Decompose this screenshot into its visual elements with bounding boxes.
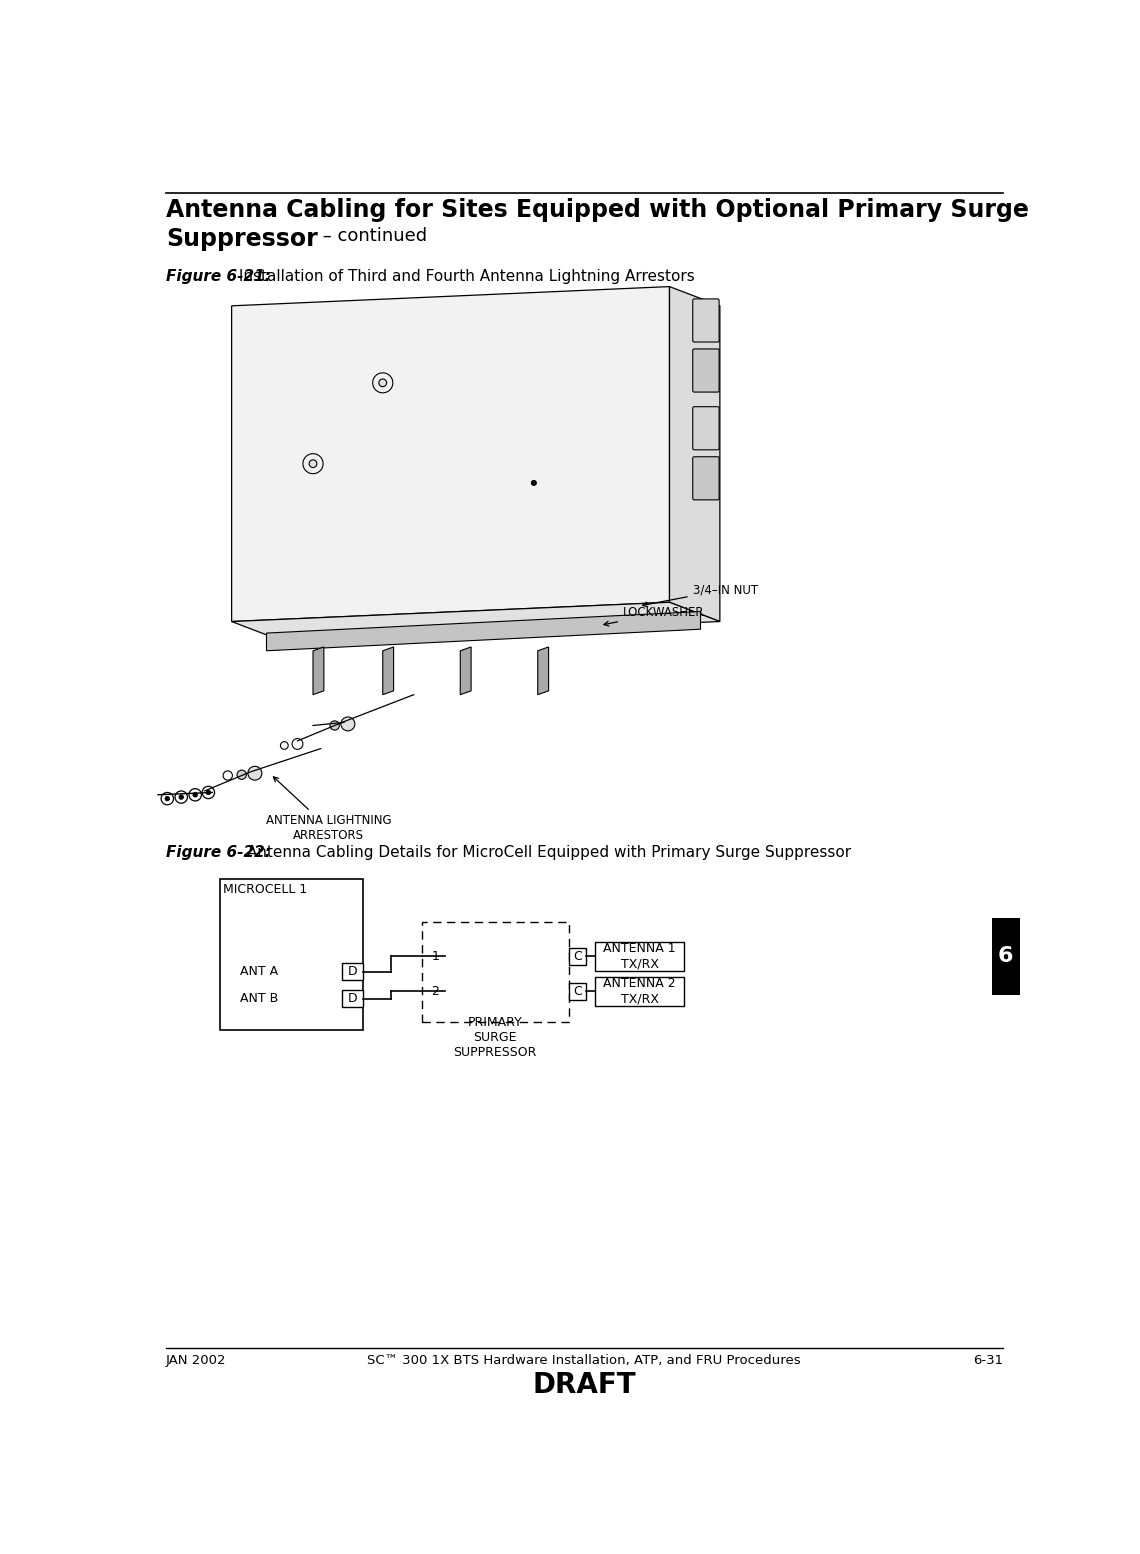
Circle shape	[280, 741, 288, 749]
Text: JAN 2002: JAN 2002	[165, 1354, 226, 1368]
Text: 6-31: 6-31	[972, 1354, 1003, 1368]
Circle shape	[179, 794, 184, 799]
Polygon shape	[231, 603, 719, 640]
Text: Suppressor: Suppressor	[165, 227, 318, 250]
Text: D: D	[348, 965, 357, 979]
Bar	[342, 990, 364, 1007]
Circle shape	[309, 460, 317, 468]
Text: 3/4–IN NUT: 3/4–IN NUT	[643, 583, 758, 606]
Bar	[595, 942, 684, 971]
Bar	[422, 922, 569, 1023]
Bar	[595, 976, 684, 1005]
Text: Figure 6-21:: Figure 6-21:	[165, 269, 270, 284]
Text: Antenna Cabling for Sites Equipped with Optional Primary Surge: Antenna Cabling for Sites Equipped with …	[165, 197, 1028, 222]
Bar	[342, 963, 364, 981]
Circle shape	[531, 480, 536, 485]
Bar	[569, 982, 586, 999]
Polygon shape	[267, 612, 700, 651]
Text: 6: 6	[999, 946, 1013, 967]
Text: C: C	[573, 985, 581, 998]
Text: SC™ 300 1X BTS Hardware Installation, ATP, and FRU Procedures: SC™ 300 1X BTS Hardware Installation, AT…	[367, 1354, 801, 1368]
Circle shape	[331, 721, 340, 730]
Polygon shape	[669, 286, 719, 622]
Bar	[569, 948, 586, 965]
Text: LOCKWASHER: LOCKWASHER	[604, 606, 705, 626]
Text: ANTENNA 1
TX/RX: ANTENNA 1 TX/RX	[603, 942, 676, 971]
Text: Installation of Third and Fourth Antenna Lightning Arrestors: Installation of Third and Fourth Antenna…	[234, 269, 694, 284]
Text: 1: 1	[432, 949, 439, 963]
Text: ANT B: ANT B	[239, 993, 278, 1005]
Circle shape	[237, 771, 246, 780]
Bar	[992, 918, 1020, 995]
Circle shape	[292, 738, 303, 749]
Text: ANTENNA 2
TX/RX: ANTENNA 2 TX/RX	[603, 977, 676, 1005]
Bar	[220, 880, 364, 1030]
Text: 2: 2	[432, 985, 439, 998]
Polygon shape	[383, 646, 393, 695]
Text: C: C	[573, 949, 581, 963]
Text: PRIMARY
SURGE
SUPPRESSOR: PRIMARY SURGE SUPPRESSOR	[454, 1016, 537, 1058]
Polygon shape	[461, 646, 471, 695]
Polygon shape	[538, 646, 548, 695]
Circle shape	[165, 796, 170, 800]
FancyBboxPatch shape	[693, 350, 719, 392]
Polygon shape	[314, 646, 324, 695]
Text: Figure 6-22:: Figure 6-22:	[165, 845, 270, 859]
Text: ANT A: ANT A	[241, 965, 278, 979]
Text: DRAFT: DRAFT	[532, 1371, 636, 1399]
Circle shape	[341, 716, 355, 730]
Text: Antenna Cabling Details for MicroCell Equipped with Primary Surge Suppressor: Antenna Cabling Details for MicroCell Eq…	[242, 845, 850, 859]
Circle shape	[223, 771, 233, 780]
Circle shape	[193, 793, 197, 797]
Circle shape	[247, 766, 262, 780]
Polygon shape	[231, 286, 669, 622]
Text: MICROCELL 1: MICROCELL 1	[223, 883, 308, 895]
Text: ANTENNA LIGHTNING
ARRESTORS: ANTENNA LIGHTNING ARRESTORS	[266, 777, 391, 842]
FancyBboxPatch shape	[693, 298, 719, 342]
Circle shape	[378, 379, 386, 387]
Circle shape	[206, 789, 211, 794]
FancyBboxPatch shape	[693, 407, 719, 449]
Text: – continued: – continued	[317, 227, 428, 244]
Text: D: D	[348, 993, 357, 1005]
FancyBboxPatch shape	[693, 457, 719, 500]
